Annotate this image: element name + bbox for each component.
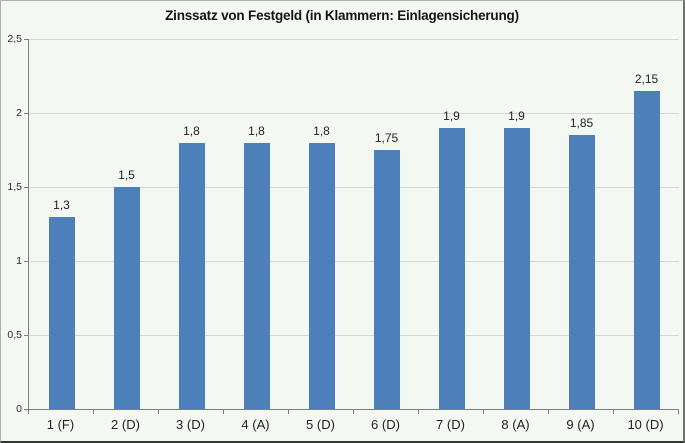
- bar: [113, 187, 140, 409]
- chart-title: Zinssatz von Festgeld (in Klammern: Einl…: [165, 8, 519, 23]
- x-axis-tick-mark: [353, 410, 354, 414]
- bar: [48, 216, 75, 409]
- gridline: [29, 261, 679, 262]
- x-axis-tick-mark: [483, 410, 484, 414]
- x-axis-category-label: 9 (A): [566, 417, 595, 432]
- y-axis-tick-mark: [24, 409, 28, 410]
- x-axis-category-label: 6 (D): [371, 417, 400, 432]
- x-axis-category-label: 4 (A): [241, 417, 270, 432]
- bar: [503, 127, 530, 409]
- bar-value-label: 2,15: [634, 71, 659, 86]
- y-axis-tick-label: 0,5: [7, 329, 22, 341]
- y-axis-tick-mark: [24, 187, 28, 188]
- x-axis-tick-mark: [223, 410, 224, 414]
- y-axis-tick-label: 1: [16, 255, 22, 267]
- x-axis-tick-mark: [288, 410, 289, 414]
- y-axis-tick-mark: [24, 113, 28, 114]
- y-axis-tick-mark: [24, 261, 28, 262]
- x-axis-tick-mark: [678, 410, 679, 414]
- bar-value-label: 1,8: [313, 123, 330, 138]
- bar-value-label: 1,9: [443, 108, 460, 123]
- plot-area: 1,3 1,5 1,8 1,8 1,8 1,75 1,9 1,9 1,85 2,15: [28, 39, 679, 410]
- x-axis-tick-mark: [93, 410, 94, 414]
- bar-value-label: 1,8: [183, 123, 200, 138]
- bar: [373, 150, 400, 409]
- x-axis-category-label: 8 (A): [501, 417, 530, 432]
- bar-value-label: 1,75: [374, 131, 399, 145]
- x-axis-category-label: 3 (D): [176, 417, 205, 432]
- x-axis-category-label: 10 (D): [627, 417, 664, 432]
- bar-value-label: 1,9: [508, 108, 525, 123]
- bar: [438, 127, 465, 409]
- bar-value-label: 1,8: [248, 123, 265, 138]
- x-axis-tick-mark: [613, 410, 614, 414]
- y-axis-tick-label: 0: [16, 403, 22, 415]
- x-axis-category-label: 7 (D): [436, 417, 465, 432]
- bar: [243, 142, 270, 409]
- bar-value-label: 1,5: [118, 168, 135, 182]
- bar: [633, 90, 660, 409]
- x-axis-category-label: 2 (D): [111, 417, 140, 432]
- bar: [178, 142, 205, 409]
- y-axis-tick-mark: [24, 39, 28, 40]
- y-axis-tick-label: 2,5: [7, 33, 22, 45]
- bar-value-label: 1,3: [53, 197, 70, 212]
- y-axis-tick-label: 1,5: [7, 181, 22, 193]
- gridline: [29, 39, 679, 40]
- bar: [308, 142, 335, 409]
- x-axis-tick-mark: [158, 410, 159, 414]
- x-axis-category-label: 5 (D): [306, 417, 335, 432]
- bar: [568, 135, 595, 409]
- x-axis-tick-mark: [28, 410, 29, 414]
- gridline: [29, 187, 679, 188]
- gridline: [29, 113, 679, 114]
- y-axis-tick-mark: [24, 335, 28, 336]
- gridline: [29, 335, 679, 336]
- x-axis-category-label: 1 (F): [46, 417, 75, 432]
- x-axis-tick-mark: [548, 410, 549, 414]
- bar-value-label: 1,85: [569, 116, 594, 131]
- y-axis-tick-label: 2: [16, 107, 22, 119]
- x-axis-tick-mark: [418, 410, 419, 414]
